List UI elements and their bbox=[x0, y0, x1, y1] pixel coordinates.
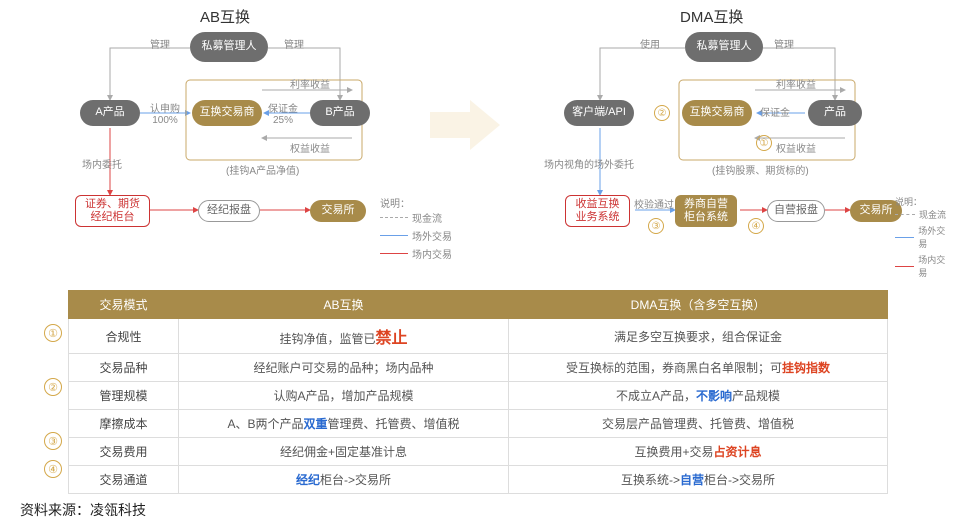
left-swap: 互换交易商 bbox=[192, 100, 262, 126]
left-broker: 证券、期货 经纪柜台 bbox=[75, 195, 150, 227]
comparison-table: 交易模式 AB互换 DMA互换（含多空互换） 合规性 挂钩净值，监管已禁止 满足… bbox=[68, 290, 888, 494]
lbl: 利率收益 bbox=[776, 76, 816, 91]
right-relay: 自营报盘 bbox=[767, 200, 825, 222]
left-title: AB互换 bbox=[200, 6, 250, 27]
lbl: 权益收益 bbox=[290, 140, 330, 155]
left-prodB: B产品 bbox=[310, 100, 370, 126]
th-dma: DMA互换（含多空互换） bbox=[509, 291, 888, 319]
table-row: 管理规模 认购A产品，增加产品规模 不成立A产品，不影响产品规模 bbox=[69, 382, 888, 410]
left-prodA: A产品 bbox=[80, 100, 140, 126]
left-relay: 经纪报盘 bbox=[198, 200, 260, 222]
th-ab: AB互换 bbox=[179, 291, 509, 319]
lbl: 权益收益 bbox=[776, 140, 816, 155]
table-row: 交易通道 经纪柜台->交易所 互换系统->自营柜台->交易所 bbox=[69, 466, 888, 494]
rowcirc1: ① bbox=[44, 324, 62, 342]
right-mgr: 私募管理人 bbox=[685, 32, 763, 62]
right-sys1: 收益互换 业务系统 bbox=[565, 195, 630, 227]
circ1: ① bbox=[756, 135, 772, 151]
rowcirc2: ② bbox=[44, 378, 62, 396]
lbl: 管理 bbox=[774, 36, 794, 51]
lbl: 场内视角的场外委托 bbox=[544, 156, 634, 171]
circ2: ② bbox=[654, 105, 670, 121]
table-row: 摩擦成本 A、B两个产品双重管理费、托管费、增值税 交易层产品管理费、托管费、增… bbox=[69, 410, 888, 438]
right-prod: 产品 bbox=[808, 100, 862, 126]
rowcirc3: ③ bbox=[44, 432, 62, 450]
right-legend: 说明： 现金流 场外交易 场内交易 bbox=[895, 195, 953, 282]
lbl: 利率收益 bbox=[290, 76, 330, 91]
left-mgr: 私募管理人 bbox=[190, 32, 268, 62]
lbl: 管理 bbox=[284, 36, 304, 51]
circ3: ③ bbox=[648, 218, 664, 234]
lbl: 使用 bbox=[640, 36, 660, 51]
lbl: (挂钩A产品净值) bbox=[226, 162, 299, 177]
left-exch: 交易所 bbox=[310, 200, 366, 222]
diagram-canvas: AB互换 私募管理人 A产品 互换交易商 B产品 证券、期货 经纪柜台 经纪报盘… bbox=[0, 0, 953, 280]
left-legend: 说明： 现金流 场外交易 场内交易 bbox=[380, 195, 452, 264]
rowcirc4: ④ bbox=[44, 460, 62, 478]
lbl: (挂钩股票、期货标的) bbox=[712, 162, 809, 177]
th-mode: 交易模式 bbox=[69, 291, 179, 319]
right-title: DMA互换 bbox=[680, 6, 743, 27]
lbl: 场内委托 bbox=[82, 156, 122, 171]
table-row: 合规性 挂钩净值，监管已禁止 满足多空互换要求，组合保证金 bbox=[69, 319, 888, 354]
source-text: 资料来源：凌瓴科技 bbox=[20, 500, 146, 520]
lbl: 管理 bbox=[150, 36, 170, 51]
lbl: 保证金 bbox=[760, 104, 790, 119]
lbl: 保证金 25% bbox=[268, 100, 298, 126]
right-swap: 互换交易商 bbox=[682, 100, 752, 126]
table-row: 交易费用 经纪佣金+固定基准计息 互换费用+交易占资计息 bbox=[69, 438, 888, 466]
table-row: 交易品种 经纪账户可交易的品种；场内品种 受互换标的范围，券商黑白名单限制；可挂… bbox=[69, 354, 888, 382]
circ4: ④ bbox=[748, 218, 764, 234]
right-client: 客户端/API bbox=[564, 100, 634, 126]
right-sys2: 券商自营 柜台系统 bbox=[675, 195, 737, 227]
transition-arrow bbox=[430, 100, 500, 150]
lbl: 校验通过 bbox=[634, 196, 674, 211]
lbl: 认申购 100% bbox=[150, 100, 180, 126]
